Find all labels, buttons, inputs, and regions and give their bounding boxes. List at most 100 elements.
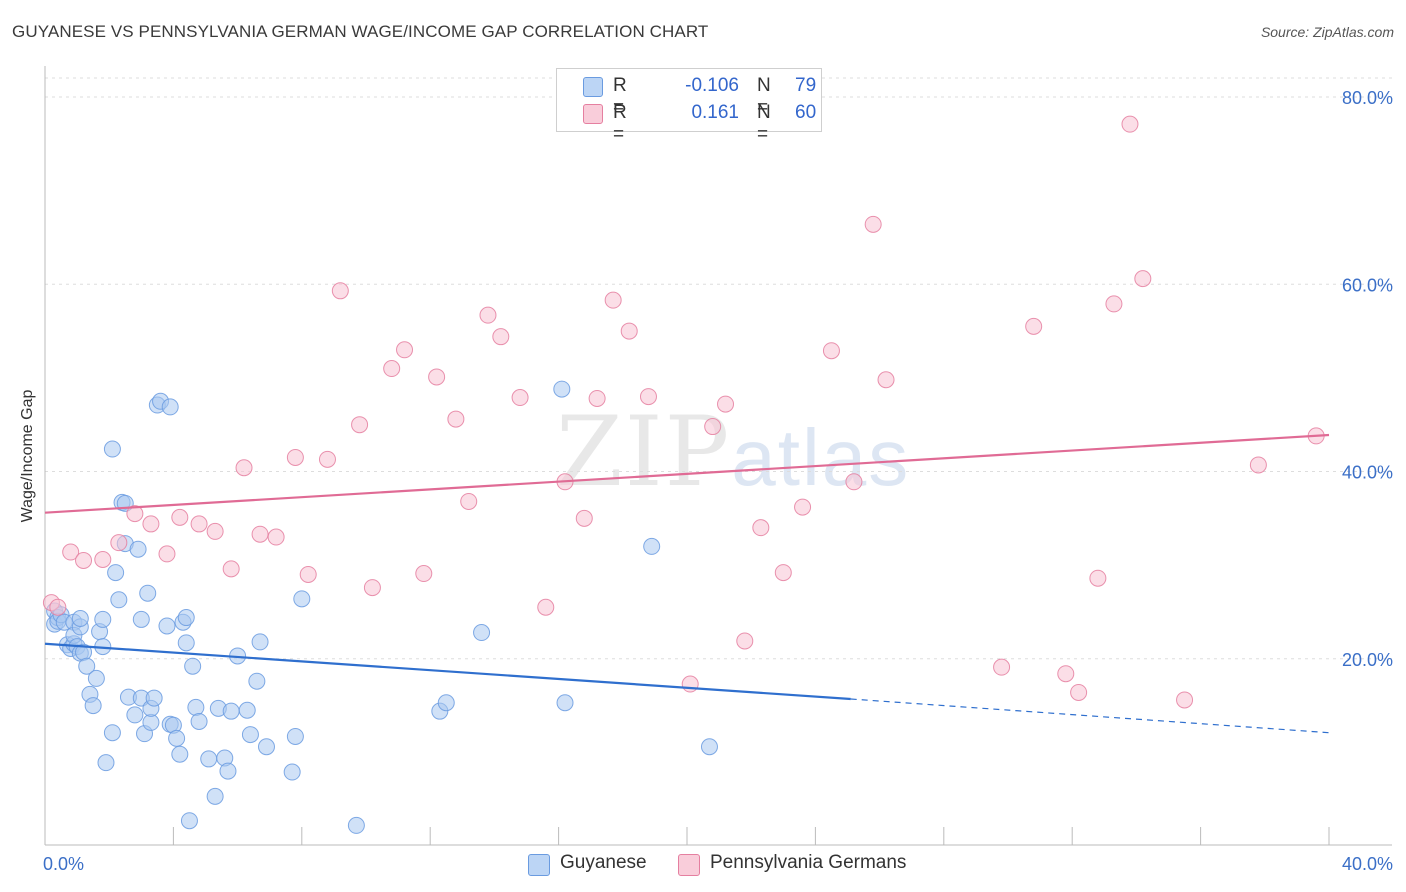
guyanese-point [87, 669, 105, 687]
pennsylvania-germans-point [1176, 691, 1194, 709]
legend-n-value: 60 [795, 102, 817, 123]
pennsylvania-germans-point [1025, 317, 1043, 335]
pennsylvania-germans-point [752, 519, 770, 537]
pennsylvania-germans-point [428, 368, 446, 386]
watermark: ZIPatlas [556, 396, 910, 508]
guyanese-point [251, 633, 269, 651]
pennsylvania-germans-point [235, 459, 253, 477]
guyanese-point [473, 624, 491, 642]
pennsylvania-germans-point [396, 341, 414, 359]
chart-title: GUYANESE VS PENNSYLVANIA GERMAN WAGE/INC… [12, 22, 709, 41]
guyanese-point [347, 816, 365, 834]
pennsylvania-germans-point [604, 291, 622, 309]
pennsylvania-germans-point [126, 505, 144, 523]
guyanese-point [126, 706, 144, 724]
pennsylvania-germans-point [1105, 295, 1123, 313]
legend-r-value: 0.161 [691, 102, 739, 123]
y-tick-label: 40.0% [1342, 463, 1393, 483]
watermark-zip: ZIP [556, 396, 732, 508]
guyanese-point [556, 694, 574, 712]
pennsylvania-germans-point [1057, 665, 1075, 683]
guyanese-point [177, 609, 195, 627]
guyanese-point [286, 727, 304, 745]
pennsylvania-germans-point [717, 395, 735, 413]
pennsylvania-germans-point [511, 389, 529, 407]
guyanese-point [145, 689, 163, 707]
pennsylvania-germans-point [774, 564, 792, 582]
pennsylvania-germans-point [171, 508, 189, 526]
watermark-atlas: atlas [731, 413, 911, 502]
pennsylvania-germans-point [575, 509, 593, 527]
guyanese-point [553, 380, 571, 398]
guyanese-point [94, 610, 112, 628]
pennsylvania-germans-point [363, 579, 381, 597]
pennsylvania-germans-point [142, 515, 160, 533]
pennsylvania-germans-point [877, 371, 895, 389]
legend-n-label: N = [757, 75, 771, 118]
guyanese-point [180, 812, 198, 830]
guyanese-point [257, 738, 275, 756]
guyanese-point [293, 590, 311, 608]
x-tick-label: 0.0% [43, 854, 84, 874]
guyanese-point [139, 584, 157, 602]
pennsylvania-germans-point [447, 410, 465, 428]
guyanese-point [103, 440, 121, 458]
pennsylvania-germans-point [75, 551, 93, 569]
pennsylvania-germans-point [1249, 456, 1267, 474]
legend-r-label: R = [613, 102, 627, 145]
guyanese-trend-line [44, 642, 851, 701]
legend-swatch-guyanese [583, 77, 603, 97]
pennsylvania-germans-point [822, 342, 840, 360]
pennsylvania-germans-point [351, 416, 369, 434]
pennsylvania-germans-point [492, 328, 510, 346]
pennsylvania-germans-point [1070, 683, 1088, 701]
guyanese-point [222, 702, 240, 720]
guyanese-point [200, 750, 218, 768]
guyanese-point [71, 609, 89, 627]
pennsylvania-germans-point [299, 565, 317, 583]
x-tick-label: 40.0% [1342, 854, 1393, 874]
pennsylvania-germans-point [620, 322, 638, 340]
legend-swatch-pennsylvania-germans [583, 104, 603, 124]
pennsylvania-germans-point [1134, 270, 1152, 288]
guyanese-point [129, 540, 147, 558]
guyanese-point [158, 617, 176, 635]
legend-r-value: -0.106 [685, 75, 739, 96]
pennsylvania-germans-point [993, 658, 1011, 676]
guyanese-trend-line-extension [850, 698, 1330, 734]
guyanese-point [206, 787, 224, 805]
pennsylvania-germans-point [251, 525, 269, 543]
pennsylvania-germans-point [49, 598, 67, 616]
pennsylvania-germans-point [206, 522, 224, 540]
source-credit: Source: ZipAtlas.com [1260, 24, 1394, 40]
pennsylvania-germans-point [537, 598, 555, 616]
pennsylvania-germans-point [704, 418, 722, 436]
guyanese-point [161, 398, 179, 416]
guyanese-point [168, 729, 186, 747]
guyanese-point [248, 672, 266, 690]
pennsylvania-germans-point [1089, 569, 1107, 587]
pennsylvania-germans-point [1121, 115, 1139, 133]
pennsylvania-germans-point [267, 528, 285, 546]
pennsylvania-germans-point [383, 360, 401, 378]
guyanese-point [190, 712, 208, 730]
guyanese-point [241, 726, 259, 744]
pennsylvania-germans-trend-line [44, 433, 1330, 514]
pennsylvania-germans-point [94, 551, 112, 569]
guyanese-point [187, 698, 205, 716]
guyanese-point [177, 634, 195, 652]
guyanese-point [184, 657, 202, 675]
pennsylvania-germans-point [639, 388, 657, 406]
pennsylvania-germans-point [331, 282, 349, 300]
pennsylvania-germans-point [110, 534, 128, 552]
guyanese-point [700, 738, 718, 756]
guyanese-point [103, 724, 121, 742]
guyanese-point [171, 745, 189, 763]
pennsylvania-germans-point [318, 450, 336, 468]
y-tick-label: 20.0% [1342, 650, 1393, 670]
y-tick-label: 80.0% [1342, 88, 1393, 108]
legend-r-label: R = [613, 75, 627, 118]
guyanese-point [97, 754, 115, 772]
y-axis-label: Wage/Income Gap [19, 389, 36, 523]
